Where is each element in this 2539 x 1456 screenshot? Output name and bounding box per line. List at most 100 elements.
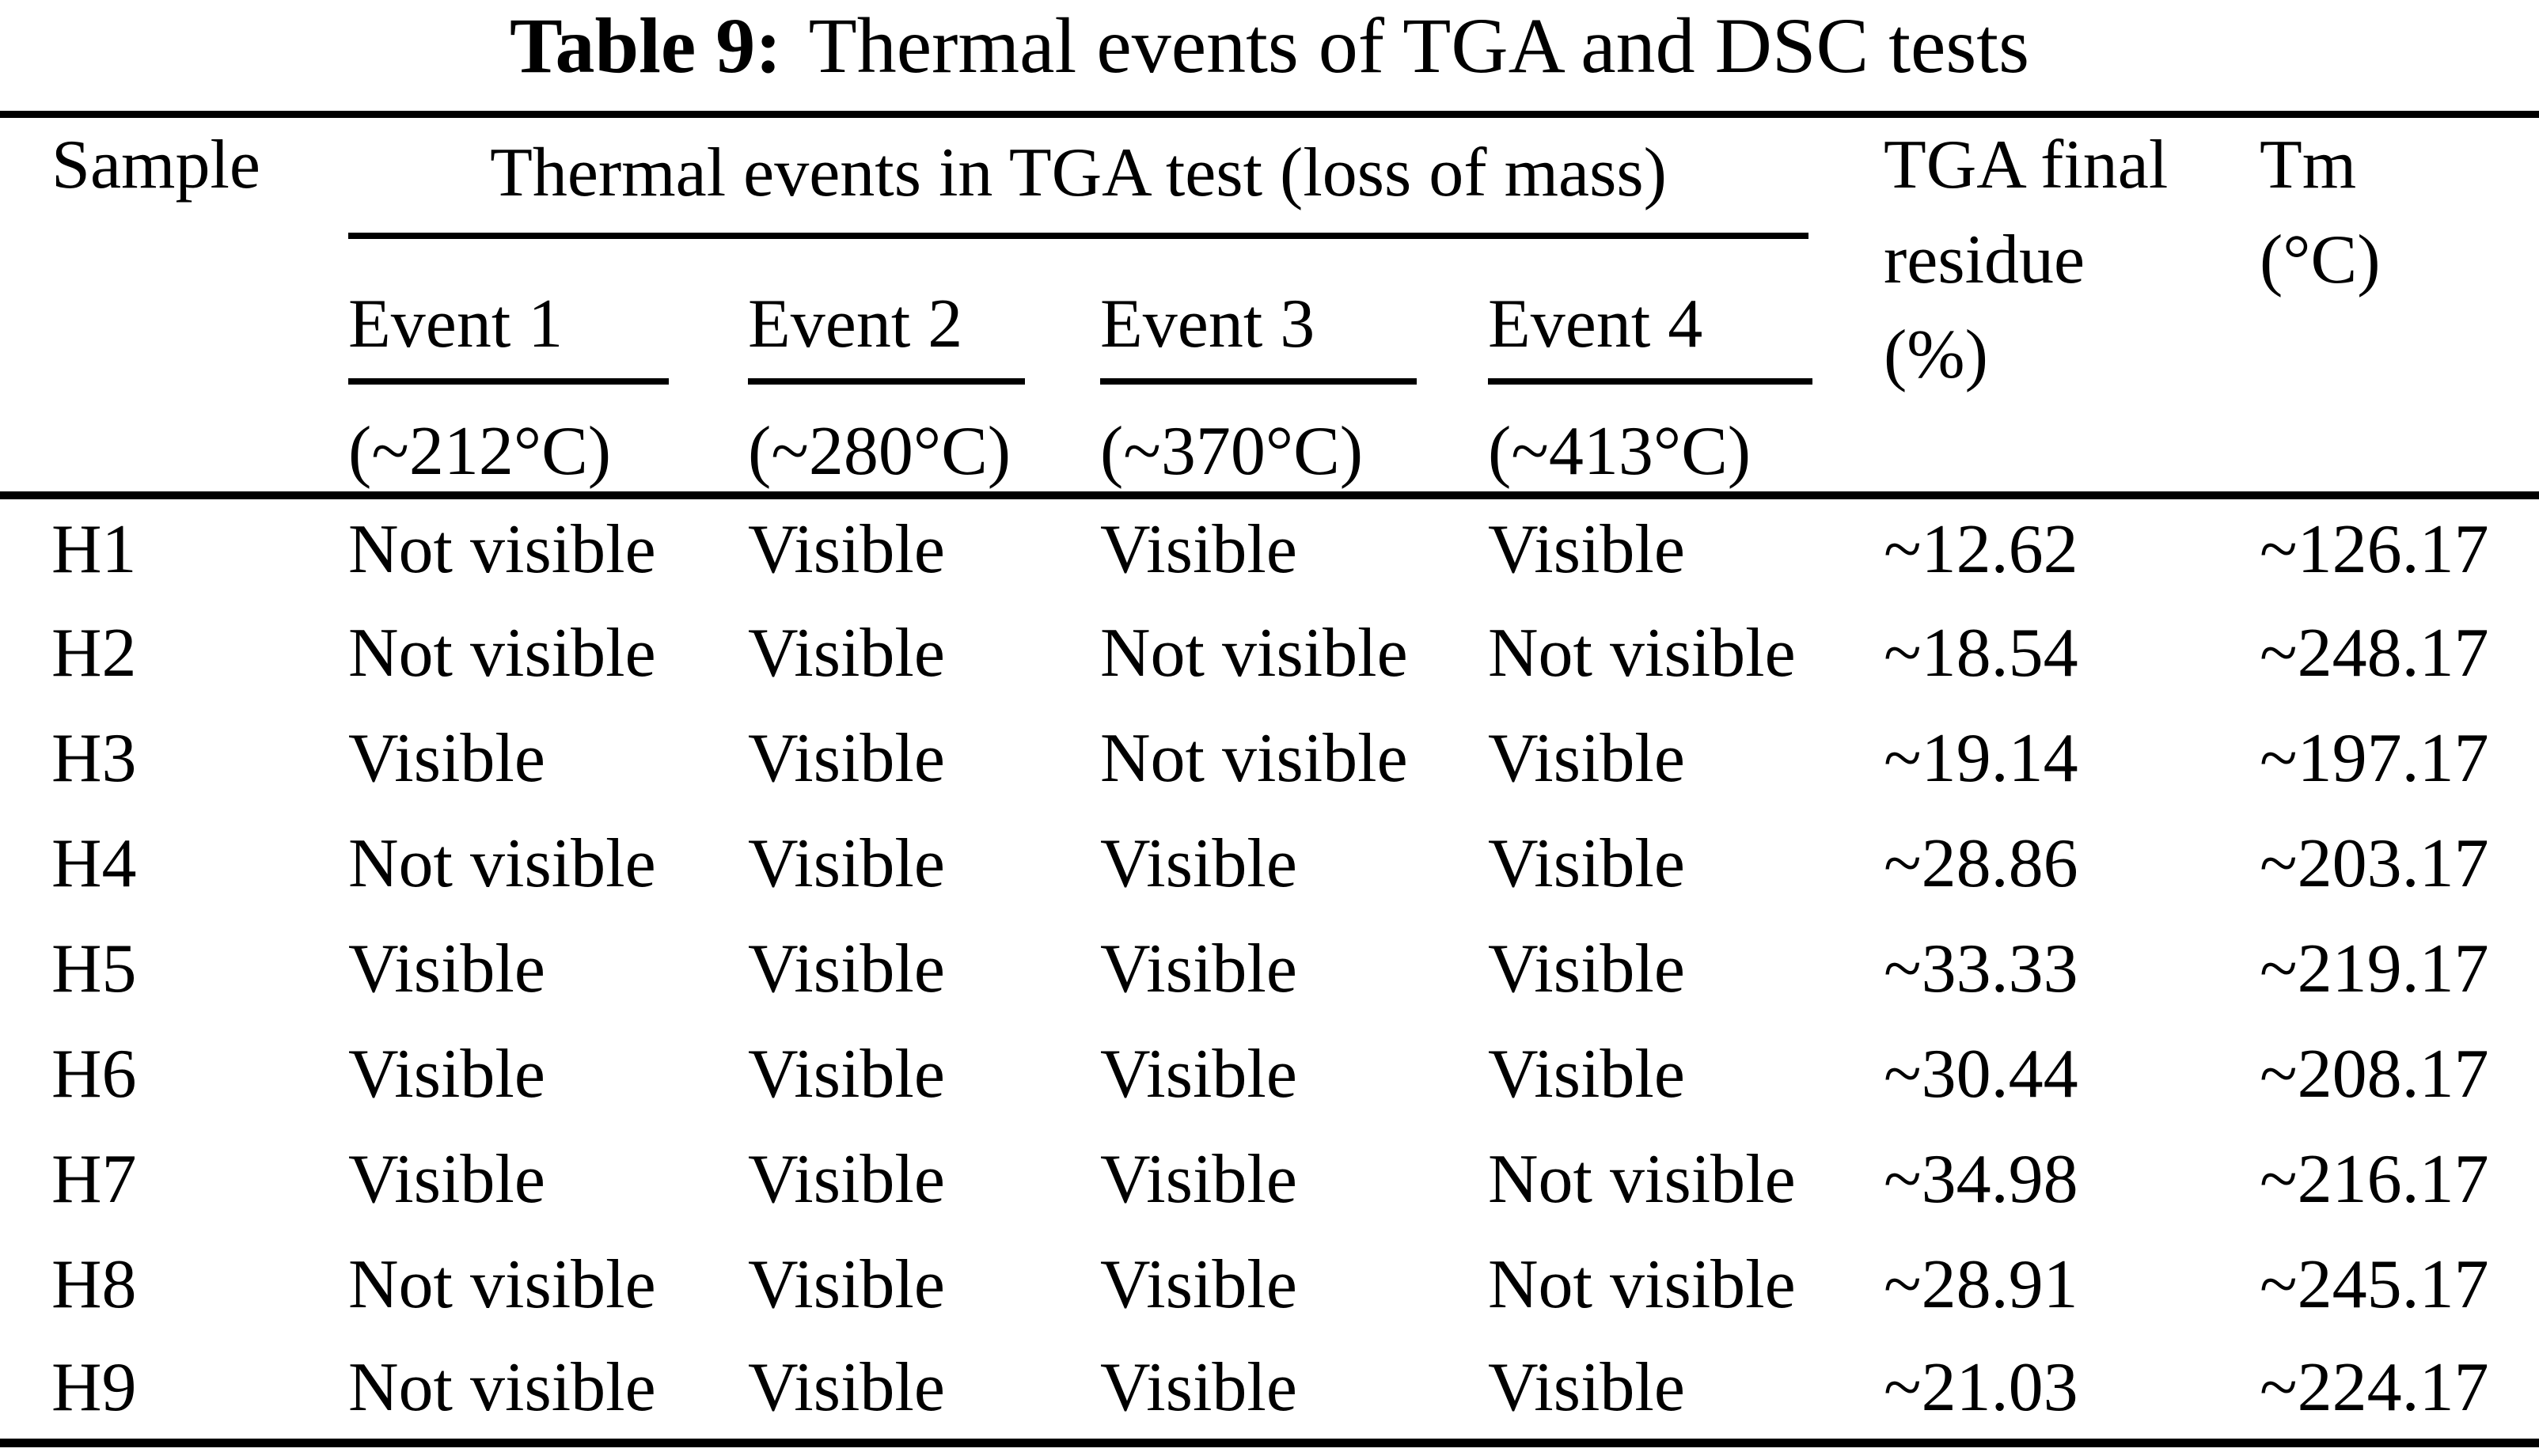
residue-cell: ~21.03 [1884, 1348, 2078, 1426]
tm-cell: ~224.17 [2260, 1348, 2489, 1426]
residue-cell: ~33.33 [1884, 930, 2078, 1007]
column-header-tm: Tm (°C) [2260, 114, 2539, 499]
event1-cell: Visible [348, 930, 545, 1007]
table-header: Sample Thermal events in TGA test (loss … [0, 114, 2539, 499]
event4-cell: Not visible [1488, 1246, 1796, 1323]
event3-cell: Visible [1100, 930, 1297, 1007]
table-row: H4 Not visible Visible Visible Visible ~… [0, 811, 2539, 916]
event3-cell: Visible [1100, 511, 1297, 588]
sample-cell: H3 [51, 719, 137, 797]
sample-cell: H2 [51, 614, 137, 692]
tm-cell: ~208.17 [2260, 1035, 2489, 1113]
event1-label: Event 1 [348, 290, 669, 385]
event1-cell: Not visible [348, 1348, 656, 1426]
event1-cell: Not visible [348, 1246, 656, 1323]
sample-cell: H8 [51, 1246, 137, 1323]
table-caption: Table 9: Thermal events of TGA and DSC te… [0, 0, 2539, 111]
table-body: H1 Not visible Visible Visible Visible ~… [0, 495, 2539, 1443]
table-row: H9 Not visible Visible Visible Visible ~… [0, 1337, 2539, 1443]
event2-cell: Visible [748, 511, 945, 588]
table-row: H1 Not visible Visible Visible Visible ~… [0, 495, 2539, 601]
event3-cell: Not visible [1100, 719, 1408, 797]
event4-cell: Visible [1488, 825, 1685, 902]
column-group-label: Thermal events in TGA test (loss of mass… [348, 118, 1808, 239]
column-header-event2: Event 2 [748, 239, 1100, 385]
tga-dsc-table: Sample Thermal events in TGA test (loss … [0, 111, 2539, 1447]
event4-label: Event 4 [1488, 290, 1812, 385]
sample-cell: H4 [51, 825, 137, 902]
event4-temp: (~413°C) [1488, 385, 1884, 499]
column-header-residue: TGA final residue (%) [1884, 114, 2260, 499]
event2-cell: Visible [748, 719, 945, 797]
event3-label: Event 3 [1100, 290, 1417, 385]
event4-cell: Not visible [1488, 1140, 1796, 1218]
event1-cell: Not visible [348, 825, 656, 902]
event2-cell: Visible [748, 1246, 945, 1323]
table-row: H3 Visible Visible Not visible Visible ~… [0, 706, 2539, 811]
residue-header-line: (%) [1884, 317, 1988, 393]
column-header-event3: Event 3 [1100, 239, 1488, 385]
event1-cell: Not visible [348, 614, 656, 692]
table-row: H7 Visible Visible Visible Not visible ~… [0, 1127, 2539, 1232]
event2-label: Event 2 [748, 290, 1025, 385]
event4-cell: Visible [1488, 1348, 1685, 1426]
event4-cell: Visible [1488, 511, 1685, 588]
residue-cell: ~18.54 [1884, 614, 2078, 692]
event2-cell: Visible [748, 1140, 945, 1218]
sample-cell: H7 [51, 1140, 137, 1218]
event3-cell: Not visible [1100, 614, 1408, 692]
residue-header-line: residue [1884, 222, 2085, 298]
event2-cell: Visible [748, 1035, 945, 1113]
event2-cell: Visible [748, 825, 945, 902]
tm-cell: ~216.17 [2260, 1140, 2489, 1218]
event3-cell: Visible [1100, 1348, 1297, 1426]
tm-cell: ~203.17 [2260, 825, 2489, 902]
residue-cell: ~34.98 [1884, 1140, 2078, 1218]
tm-cell: ~245.17 [2260, 1246, 2489, 1323]
event2-cell: Visible [748, 930, 945, 1007]
event2-cell: Visible [748, 614, 945, 692]
tm-cell: ~126.17 [2260, 511, 2489, 588]
tm-cell: ~219.17 [2260, 930, 2489, 1007]
event4-cell: Visible [1488, 719, 1685, 797]
event3-cell: Visible [1100, 1140, 1297, 1218]
column-header-sample: Sample [0, 114, 348, 499]
event4-cell: Visible [1488, 1035, 1685, 1113]
sample-cell: H6 [51, 1035, 137, 1113]
column-group-tga-events: Thermal events in TGA test (loss of mass… [348, 115, 1884, 239]
residue-cell: ~19.14 [1884, 719, 2078, 797]
table-row: H5 Visible Visible Visible Visible ~33.3… [0, 916, 2539, 1022]
column-header-event4: Event 4 [1488, 239, 1884, 385]
tm-cell: ~197.17 [2260, 719, 2489, 797]
caption-label: Table 9: [510, 2, 782, 89]
event4-cell: Not visible [1488, 614, 1796, 692]
sample-cell: H5 [51, 930, 137, 1007]
tm-header-line: (°C) [2260, 222, 2381, 298]
column-header-event1: Event 1 [348, 239, 748, 385]
event1-cell: Visible [348, 719, 545, 797]
tm-cell: ~248.17 [2260, 614, 2489, 692]
event1-cell: Not visible [348, 511, 656, 588]
event3-cell: Visible [1100, 1035, 1297, 1113]
residue-header-line: TGA final [1884, 127, 2169, 203]
sample-cell: H9 [51, 1348, 137, 1426]
caption-text: Thermal events of TGA and DSC tests [808, 2, 2029, 89]
event1-temp: (~212°C) [348, 385, 748, 499]
event3-cell: Visible [1100, 1246, 1297, 1323]
residue-cell: ~30.44 [1884, 1035, 2078, 1113]
tm-header-line: Tm [2260, 127, 2357, 203]
residue-cell: ~28.91 [1884, 1246, 2078, 1323]
event1-cell: Visible [348, 1140, 545, 1218]
table-row: H8 Not visible Visible Visible Not visib… [0, 1232, 2539, 1337]
residue-cell: ~28.86 [1884, 825, 2078, 902]
event4-cell: Visible [1488, 930, 1685, 1007]
event1-cell: Visible [348, 1035, 545, 1113]
event3-temp: (~370°C) [1100, 385, 1488, 499]
event2-temp: (~280°C) [748, 385, 1100, 499]
residue-cell: ~12.62 [1884, 511, 2078, 588]
table-row: H2 Not visible Visible Not visible Not v… [0, 601, 2539, 706]
event3-cell: Visible [1100, 825, 1297, 902]
sample-cell: H1 [51, 511, 137, 588]
event2-cell: Visible [748, 1348, 945, 1426]
